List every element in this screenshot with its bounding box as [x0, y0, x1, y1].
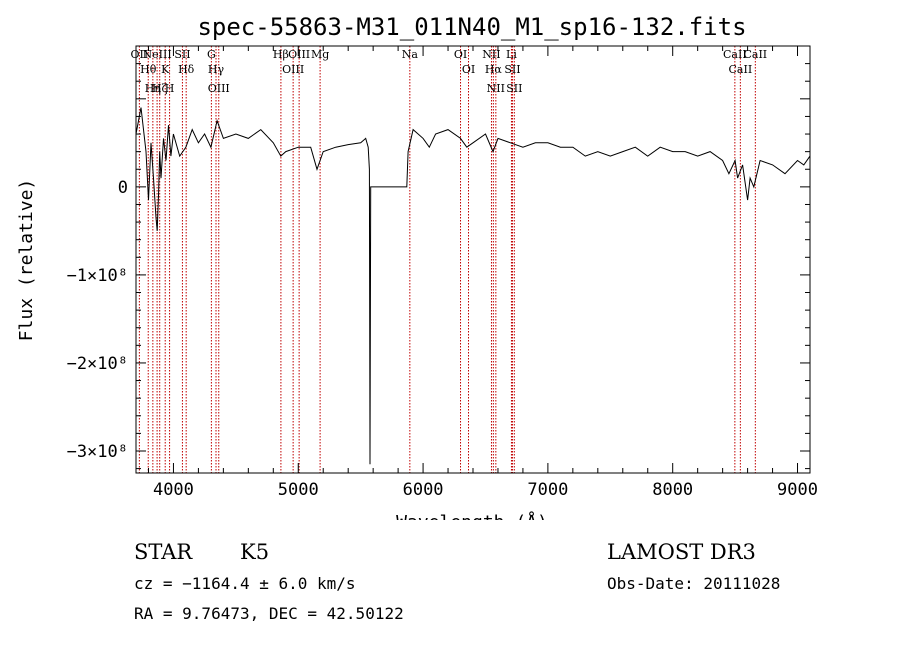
- spectral-line-label: Hγ: [208, 63, 225, 76]
- plot-frame: [135, 45, 811, 474]
- spectral-line-label: CaII: [723, 48, 747, 61]
- spectral-line-label: OIII: [288, 48, 310, 61]
- object-class: STAR: [134, 540, 193, 564]
- object-subclass: K5: [240, 540, 270, 564]
- spectral-line-label: Hη: [145, 82, 161, 95]
- spectral-line-label: H: [165, 82, 175, 95]
- spectrum-line: [135, 107, 811, 465]
- y-tick-label: −1×10⁸: [67, 266, 128, 286]
- y-tick-label: −3×10⁸: [67, 442, 128, 462]
- x-tick-label: 5000: [278, 480, 319, 500]
- chart-title: spec-55863-M31_011N40_M1_sp16-132.fits: [197, 13, 746, 41]
- spectral-line-label: Hβ: [273, 48, 289, 61]
- spectral-line-label: G: [207, 48, 216, 61]
- x-tick-label: 9000: [777, 480, 818, 500]
- spectral-line-label: Hα: [485, 63, 503, 76]
- y-tick-label: −2×10⁸: [67, 354, 128, 374]
- cz-value: cz = −1164.4 ± 6.0 km/s: [134, 574, 356, 593]
- spectral-line-label: Li: [506, 48, 517, 61]
- spectral-line-label: NII: [482, 48, 500, 61]
- spectral-line-label: CaII: [743, 48, 767, 61]
- spectral-line-label: Hδ: [178, 63, 195, 76]
- spectral-line-label: OIII: [282, 63, 304, 76]
- spectral-line-label: CaII: [729, 63, 753, 76]
- x-tick-label: 7000: [527, 480, 568, 500]
- spectral-lines: [138, 46, 756, 473]
- x-tick-label: 8000: [652, 480, 693, 500]
- spectral-line-label: OIII: [208, 82, 230, 95]
- spectral-line-label: Na: [402, 48, 419, 61]
- ra-dec: RA = 9.76473, DEC = 42.50122: [134, 604, 404, 623]
- spectral-line-label: Mg: [311, 48, 329, 61]
- spectral-line-label: NII: [487, 82, 505, 95]
- spectral-line-label: NeIII: [143, 48, 172, 61]
- obs-date: Obs-Date: 20111028: [607, 574, 781, 593]
- spectral-line-label: SII: [504, 63, 520, 76]
- spectral-line-label: Hθ: [140, 63, 157, 76]
- x-tick-label: 6000: [403, 480, 444, 500]
- survey-name: LAMOST DR3: [607, 540, 756, 564]
- y-tick-label: 0: [118, 178, 128, 198]
- spectral-line-label: SII: [174, 48, 190, 61]
- spectrum-chart: spec-55863-M31_011N40_M1_sp16-132.fits O…: [16, 13, 818, 520]
- x-axis-label: Wavelength (Å): [396, 511, 548, 520]
- spectral-line-label: Hζ: [152, 82, 168, 95]
- spectral-line-label: OII: [131, 48, 149, 61]
- spectral-line-label: SII: [506, 82, 522, 95]
- spectral-line-label: OI: [462, 63, 475, 76]
- y-axis-label: Flux (relative): [16, 179, 37, 342]
- spectral-line-label: OI: [454, 48, 467, 61]
- x-axis: 4000 5000 6000 7000 8000 9000: [147, 46, 818, 500]
- spectral-line-label: K: [161, 63, 170, 76]
- y-axis: 0 −1×10⁸ −2×10⁸ −3×10⁸: [67, 45, 810, 470]
- x-tick-label: 4000: [153, 480, 194, 500]
